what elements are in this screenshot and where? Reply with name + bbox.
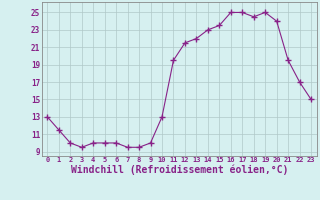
X-axis label: Windchill (Refroidissement éolien,°C): Windchill (Refroidissement éolien,°C) <box>70 165 288 175</box>
